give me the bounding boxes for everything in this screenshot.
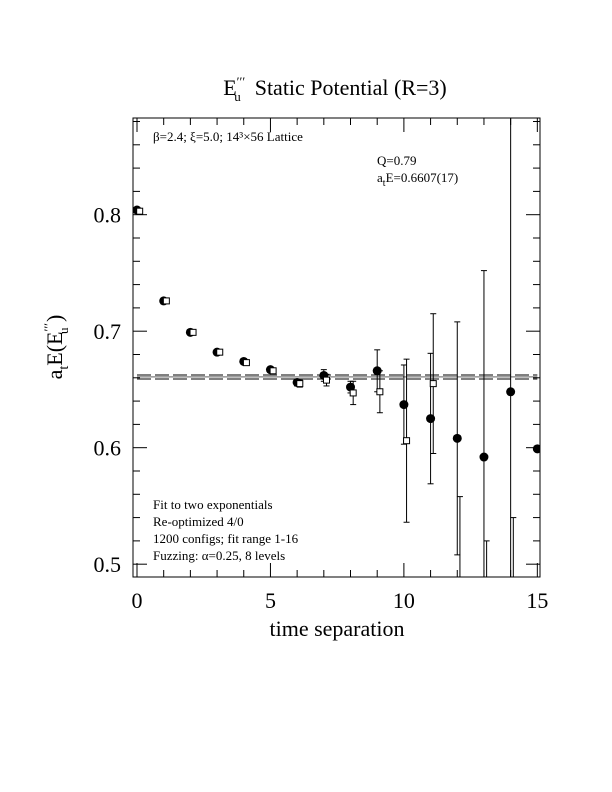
data-point	[216, 348, 224, 356]
data-point	[322, 376, 330, 384]
fit-note: Fit to two exponentials	[153, 497, 273, 512]
data-point	[484, 654, 490, 660]
data-point	[506, 387, 516, 397]
fit-note: 1200 configs; fit range 1-16	[153, 531, 299, 546]
plot-frame	[132, 117, 541, 578]
x-tick-label: 5	[265, 588, 276, 613]
lattice-annotation: β=2.4; ξ=5.0; 14³×56 Lattice	[153, 129, 303, 144]
chart-title: E′′′ u Static Potential (R=3)	[223, 74, 447, 104]
fit-annotation: atE=0.6607(17)	[377, 170, 458, 189]
data-point	[532, 444, 540, 454]
data-point	[162, 297, 170, 305]
data-point	[510, 631, 516, 637]
fit-note: Re-optimized 4/0	[153, 514, 244, 529]
q-annotation: Q=0.79	[377, 153, 416, 168]
data-point	[376, 388, 384, 396]
data-point	[349, 389, 357, 397]
data-point	[296, 380, 304, 388]
y-tick-label: 0.7	[94, 319, 122, 344]
data-point	[242, 359, 250, 367]
y-tick-label: 0.8	[94, 203, 122, 228]
fit-note: Fuzzing: α=0.25, 8 levels	[153, 548, 285, 563]
data-point	[457, 619, 463, 625]
y-tick-label: 0.5	[94, 552, 122, 577]
data-point	[189, 328, 197, 336]
data-point	[479, 452, 489, 462]
x-tick-label: 0	[132, 588, 143, 613]
x-axis-label: time separation	[269, 616, 404, 641]
data-point	[452, 433, 462, 443]
data-point	[269, 367, 277, 375]
y-tick-label: 0.6	[94, 436, 122, 461]
x-tick-label: 15	[526, 588, 548, 613]
data-point	[136, 207, 144, 215]
data-point	[429, 380, 437, 388]
plot-area	[133, 118, 540, 660]
data-point	[403, 437, 411, 445]
x-tick-label: 10	[393, 588, 415, 613]
y-axis-label: atE(E′′′u )	[41, 315, 72, 380]
